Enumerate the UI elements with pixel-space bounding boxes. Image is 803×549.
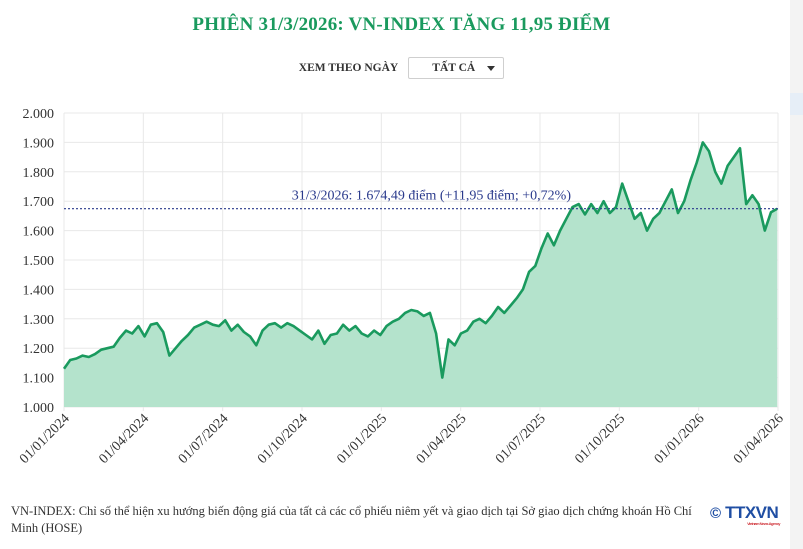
x-tick-label: 01/01/2026 — [652, 411, 708, 467]
period-select[interactable]: TẤT CẢ — [408, 57, 505, 79]
y-tick-label: 1.600 — [23, 225, 55, 240]
x-axis: 01/01/2024 01/04/2024 01/07/2024 01/10/2024… — [17, 411, 787, 467]
copyright-icon: © — [710, 504, 722, 522]
x-tick-label: 01/04/2024 — [96, 411, 152, 467]
x-tick-label: 01/01/2025 — [334, 411, 390, 467]
side-tab[interactable] — [790, 93, 803, 115]
ttxvn-logo: © TTXVN Vietnam News Agency — [710, 503, 781, 526]
y-tick-label: 1.800 — [23, 166, 55, 181]
y-tick-label: 1.100 — [23, 372, 55, 387]
x-tick-label: 01/04/2026 — [731, 411, 787, 467]
filter-label: XEM THEO NGÀY — [298, 62, 399, 74]
x-tick-label: 01/10/2025 — [572, 411, 628, 467]
y-tick-label: 1.000 — [23, 401, 55, 416]
footer-note: VN-INDEX: Chỉ số thể hiện xu hướng biến … — [11, 504, 692, 535]
logo-subtext: Vietnam News Agency — [747, 521, 781, 526]
area-fill — [64, 142, 778, 407]
y-tick-label: 1.700 — [23, 195, 55, 210]
line-chart: 1.000 1.100 1.200 1.300 1.400 1.500 1.600 1.700… — [17, 107, 787, 467]
chart-title: PHIÊN 31/3/2026: VN-INDEX TĂNG 11,95 ĐIỂ… — [192, 14, 611, 35]
caret-down-icon — [487, 65, 496, 71]
y-tick-label: 1.900 — [23, 136, 55, 151]
scrollbar-track[interactable] — [790, 0, 803, 549]
x-tick-label: 01/07/2024 — [176, 411, 232, 467]
index-line[interactable] — [62, 141, 778, 379]
y-tick-label: 1.500 — [23, 254, 55, 269]
period-select-value: TẤT CẢ — [432, 62, 476, 74]
x-tick-label: 01/04/2025 — [414, 411, 470, 467]
y-tick-label: 1.300 — [23, 313, 55, 328]
y-axis: 1.000 1.100 1.200 1.300 1.400 1.500 1.600 1.700… — [23, 107, 55, 416]
x-tick-label: 01/01/2024 — [17, 411, 73, 467]
reference-annotation: 31/3/2026: 1.674,49 điểm (+11,95 điểm; +… — [292, 189, 572, 204]
y-tick-label: 1.400 — [23, 283, 55, 298]
date-filter: XEM THEO NGÀY TẤT CẢ — [0, 57, 803, 79]
y-tick-label: 2.000 — [23, 107, 55, 122]
x-tick-label: 01/10/2024 — [255, 411, 311, 467]
x-tick-label: 01/07/2025 — [493, 411, 549, 467]
logo-text: TTXVN Vietnam News Agency — [725, 503, 781, 526]
y-tick-label: 1.200 — [23, 342, 55, 357]
